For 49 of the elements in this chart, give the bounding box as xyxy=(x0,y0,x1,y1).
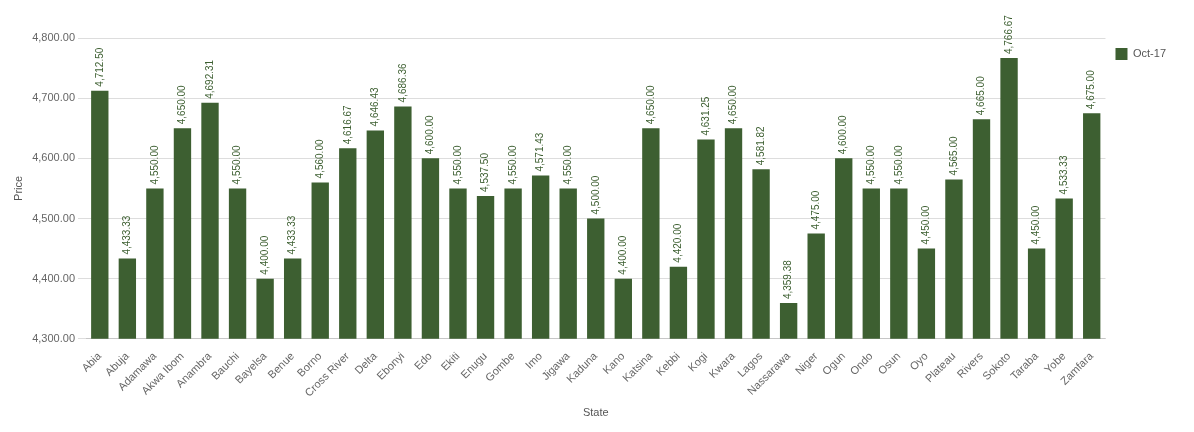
data-label: 4,533.33 xyxy=(1057,155,1069,195)
y-tick-label: 4,300.00 xyxy=(32,331,76,344)
legend-label: Oct-17 xyxy=(1132,47,1166,60)
data-label: 4,500.00 xyxy=(589,175,601,215)
data-label: 4,550.00 xyxy=(231,145,243,185)
data-label: 4,400.00 xyxy=(258,235,270,275)
data-label: 4,550.00 xyxy=(892,145,904,185)
x-axis-title: State xyxy=(582,406,609,419)
data-label: 4,450.00 xyxy=(920,205,932,245)
data-label: 4,550.00 xyxy=(506,145,518,185)
data-label: 4,692.31 xyxy=(203,59,215,99)
data-label: 4,475.00 xyxy=(809,190,821,230)
data-label: 4,646.43 xyxy=(369,87,381,127)
data-label: 4,560.00 xyxy=(313,139,325,179)
data-label: 4,550.00 xyxy=(148,145,160,185)
data-label: 4,550.00 xyxy=(865,145,877,185)
data-label: 4,600.00 xyxy=(424,114,436,155)
data-label: 4,650.00 xyxy=(176,84,188,125)
data-label: 4,686.36 xyxy=(396,63,408,103)
data-label: 4,550.00 xyxy=(561,145,573,185)
y-tick-label: 4,800.00 xyxy=(32,31,76,44)
data-label: 4,565.00 xyxy=(947,136,959,176)
x-tick-label: Imo xyxy=(522,349,545,372)
data-label: 4,665.00 xyxy=(975,75,987,116)
y-tick-label: 4,500.00 xyxy=(32,211,76,224)
data-label: 4,400.00 xyxy=(617,235,629,275)
data-label: 4,433.33 xyxy=(286,215,298,255)
data-label: 4,631.25 xyxy=(699,96,711,136)
y-axis-title: Price xyxy=(11,175,24,201)
y-tick-label: 4,600.00 xyxy=(32,151,76,164)
data-label: 4,433.33 xyxy=(121,215,133,255)
x-tick-label: Edo xyxy=(411,349,434,372)
data-label: 4,675.00 xyxy=(1085,69,1097,110)
data-label: 4,650.00 xyxy=(644,84,656,125)
data-label: 4,650.00 xyxy=(727,84,739,125)
data-label: 4,537.50 xyxy=(479,152,491,192)
data-label: 4,359.38 xyxy=(782,259,794,300)
data-label: 4,600.00 xyxy=(837,114,849,155)
data-label: 4,766.67 xyxy=(1002,14,1014,55)
data-label: 4,571.43 xyxy=(534,132,546,172)
data-label: 4,450.00 xyxy=(1030,205,1042,245)
x-tick-label: Abia xyxy=(79,348,104,374)
data-label: 4,420.00 xyxy=(672,223,684,263)
y-tick-label: 4,400.00 xyxy=(32,271,76,284)
data-label: 4,712.50 xyxy=(93,47,105,87)
data-label: 4,581.82 xyxy=(754,125,766,166)
data-label: 4,550.00 xyxy=(451,145,463,185)
data-label: 4,616.67 xyxy=(341,104,353,145)
y-tick-label: 4,700.00 xyxy=(32,91,76,104)
